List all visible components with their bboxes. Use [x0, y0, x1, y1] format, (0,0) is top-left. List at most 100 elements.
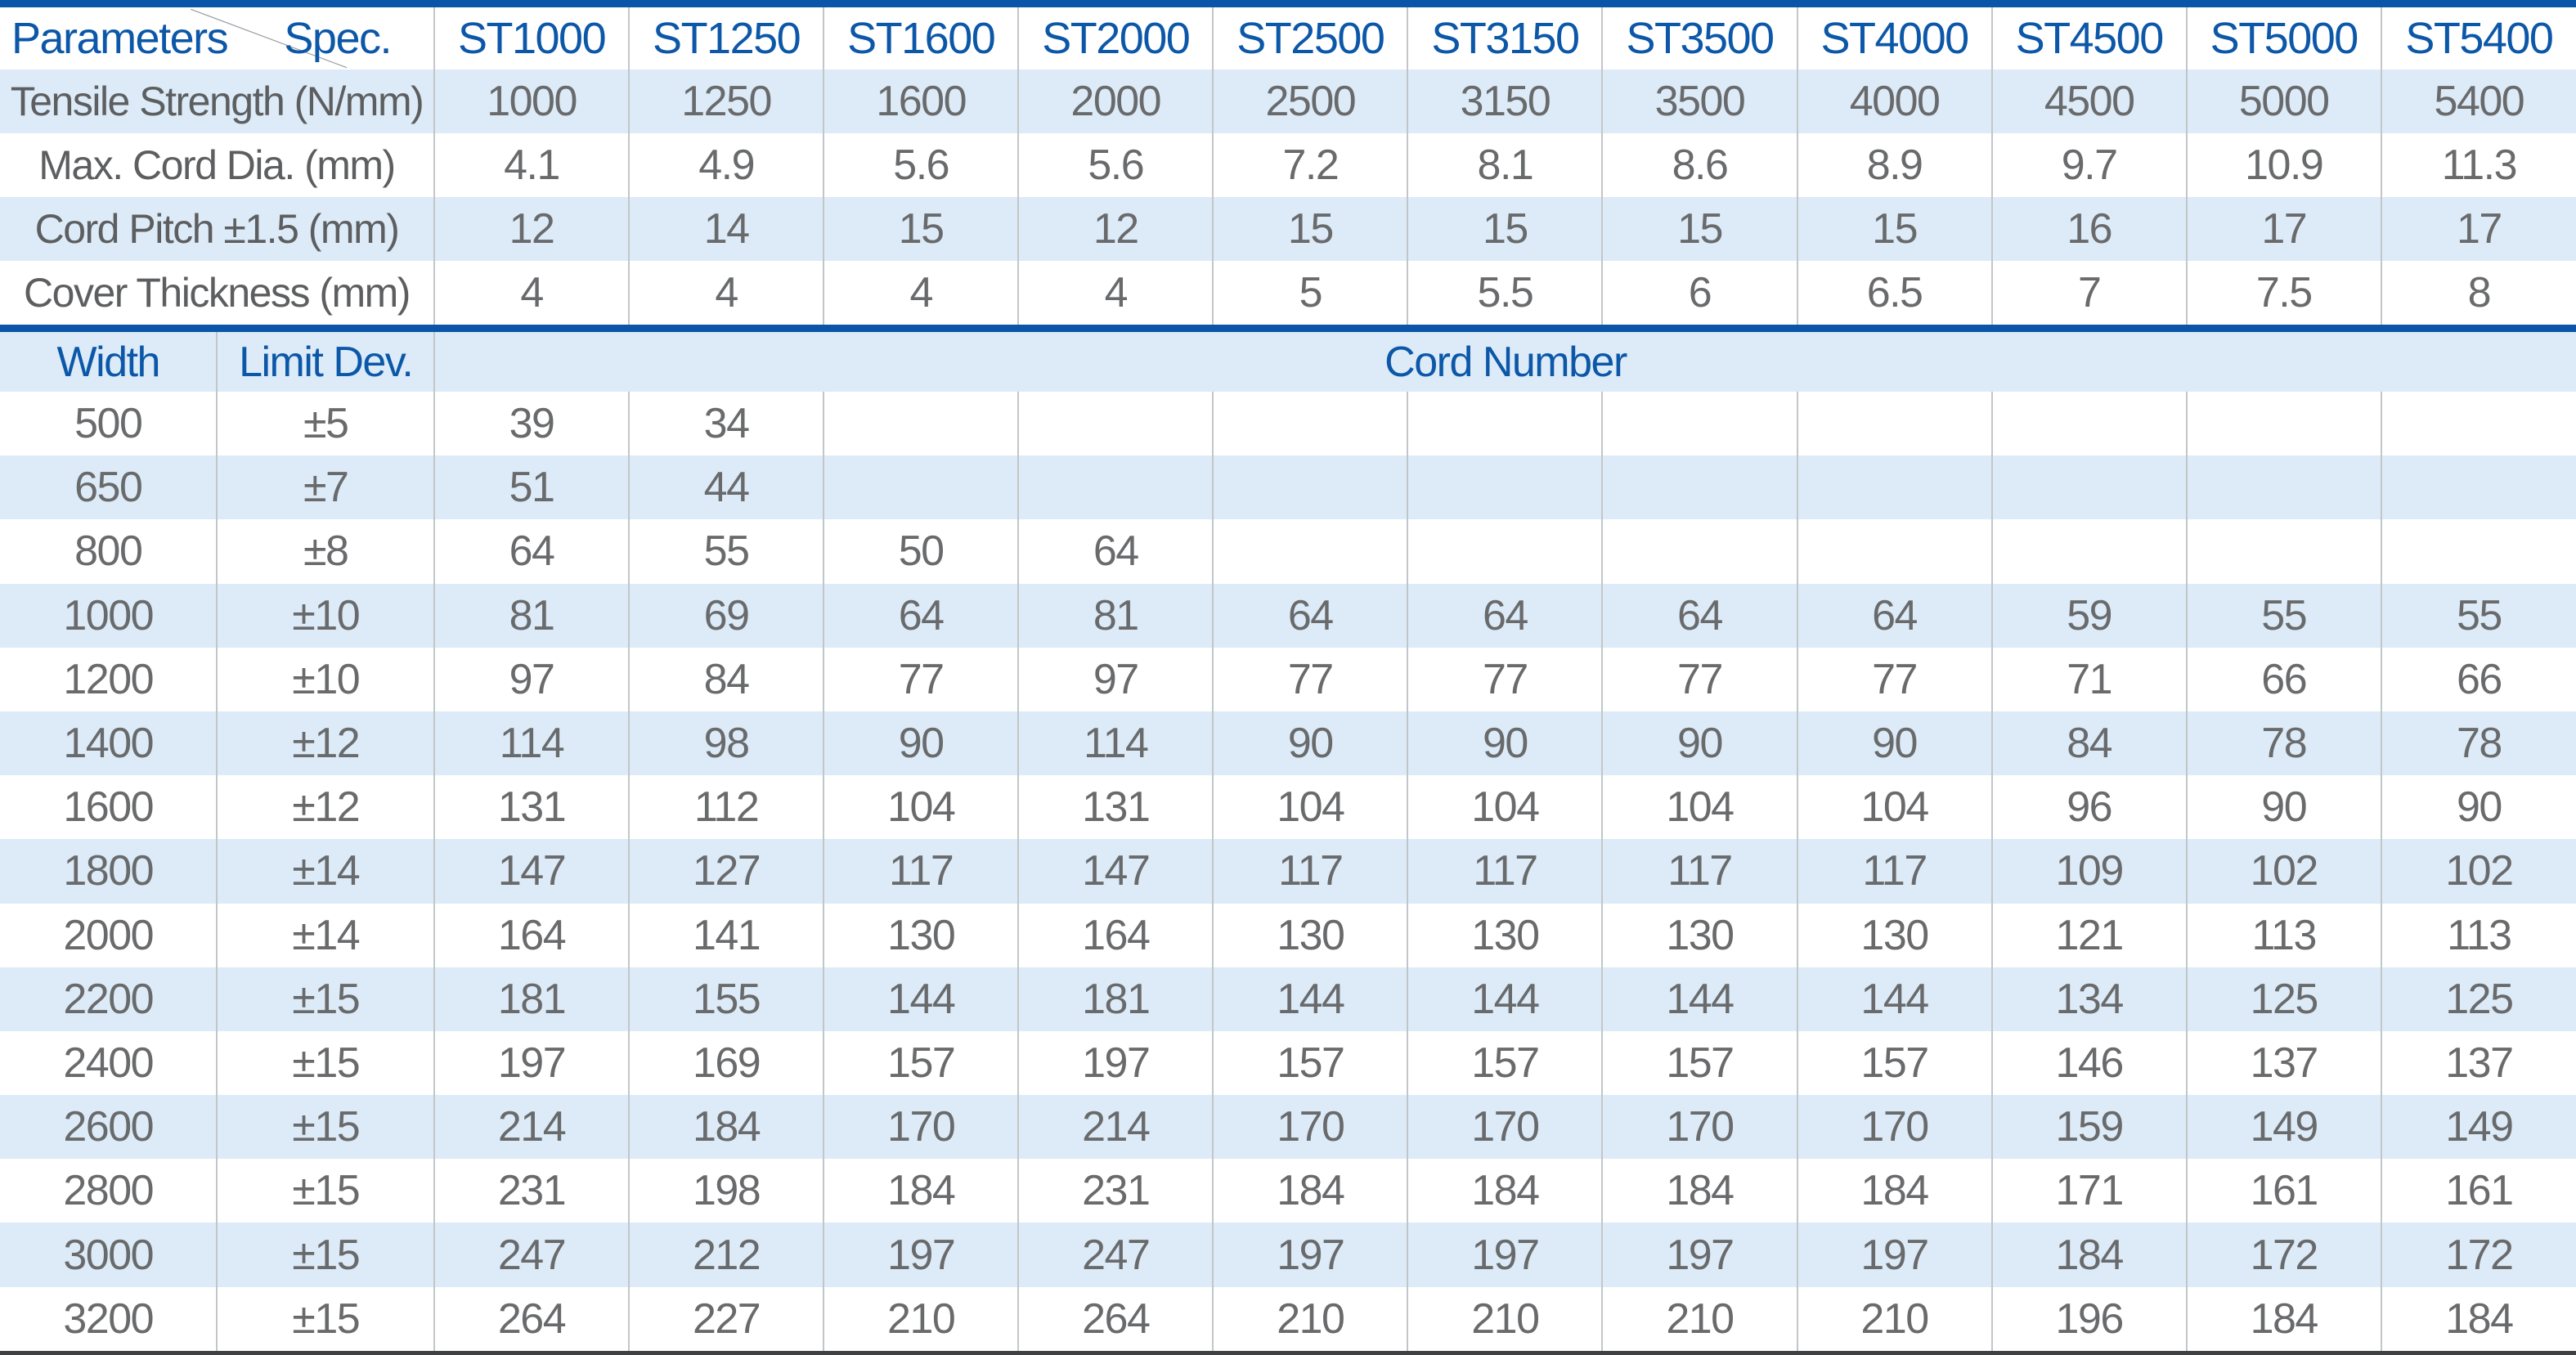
param-value-cell: 5.6 — [1018, 133, 1214, 197]
cord-count-cell: 66 — [2456, 655, 2502, 703]
cord-count-cell: 90 — [2456, 783, 2502, 832]
spec-col-header: ST1250 — [629, 7, 825, 70]
cord-count-cell: 96 — [1991, 775, 2188, 840]
cord-count-cell: 113 — [2186, 903, 2382, 967]
cord-count-cell: 55 — [2456, 591, 2502, 639]
param-value-cell: 8.9 — [1797, 133, 1993, 197]
cord-count-cell: 81 — [433, 583, 631, 648]
param-value-cell: 5 — [1213, 261, 1409, 325]
cord-count-cell: 146 — [1991, 1030, 2188, 1096]
cord-count-cell: 117 — [1602, 839, 1798, 904]
cord-count-cell: 109 — [1991, 839, 2188, 904]
cord-count-cell — [1407, 519, 1604, 584]
cord-count-cell: 113 — [2447, 911, 2512, 959]
cord-count-cell: 227 — [629, 1286, 825, 1351]
spec-header-row: Parameters Spec. ST1000 ST1250 ST1600 ST200… — [0, 7, 2576, 70]
cord-count-cell — [1991, 392, 2188, 456]
cord-count-cell: 159 — [1991, 1095, 2188, 1160]
width-cell: 1200 — [0, 647, 218, 711]
param-value-cell: 5.6 — [824, 133, 1020, 197]
cord-number-row: 1600 ±12 131 112 104 131 104 104 104 104 96 90 90 — [0, 775, 2576, 840]
width-cell: 800 — [0, 519, 218, 584]
cord-count-cell: 198 — [629, 1159, 825, 1223]
cord-count-cell: 77 — [1602, 647, 1798, 711]
cord-count-cell — [1407, 392, 1604, 456]
cord-count-cell: 157 — [1213, 1030, 1409, 1096]
cord-count-cell: 77 — [1407, 647, 1604, 711]
cord-count-cell: 55 — [629, 519, 825, 584]
cord-count-cell: 130 — [824, 903, 1020, 967]
cord-count-cell: 134 — [1991, 967, 2188, 1031]
corner-cell: Parameters Spec. — [0, 7, 435, 70]
cord-number-row: 800 ±8 64 55 50 64 — [0, 519, 2576, 584]
cord-count-cell: 117 — [824, 839, 1020, 904]
cord-number-row: 2800 ±15 231 198 184 231 184 184 184 184 171 161 161 — [0, 1159, 2576, 1223]
param-value-cell: 4 — [824, 261, 1020, 325]
diagonal-line — [0, 7, 433, 70]
cord-count-cell: 117 — [1797, 839, 1993, 904]
cord-count-cell: 264 — [1018, 1286, 1214, 1351]
width-cell: 1800 — [0, 839, 218, 904]
blue-divider-bar — [0, 325, 2576, 332]
cord-count-cell: 131 — [1018, 775, 1214, 840]
corner-label-parameters: Parameters — [11, 14, 229, 63]
param-value-cell: 7.2 — [1213, 133, 1409, 197]
cord-count-cell: 50 — [824, 519, 1020, 584]
param-value-cell: 17 — [2456, 205, 2502, 253]
spec-col-header: ST3500 — [1602, 7, 1798, 70]
cord-count-cell: 125 — [2445, 975, 2514, 1023]
cord-count-cell — [1407, 455, 1604, 520]
cord-count-cell: 137 — [2186, 1030, 2382, 1096]
cord-count-cell: 64 — [1018, 519, 1214, 584]
cord-number-row: 2600 ±15 214 184 170 214 170 170 170 170 159 149 149 — [0, 1095, 2576, 1160]
cord-count-cell: 197 — [1602, 1223, 1798, 1287]
cord-count-cell: 157 — [1602, 1030, 1798, 1096]
width-cell: 3200 — [0, 1286, 218, 1351]
cord-count-cell: 170 — [1407, 1095, 1604, 1160]
cord-count-cell: 71 — [1991, 647, 2188, 711]
cord-count-cell: 117 — [1213, 839, 1409, 904]
parameter-row: Max. Cord Dia. (mm) 4.1 4.9 5.6 5.6 7.2 8.1 8.6… — [0, 133, 2576, 197]
cord-count-cell: 184 — [1991, 1223, 2188, 1287]
cord-count-cell: 84 — [629, 647, 825, 711]
cord-count-cell: 171 — [1991, 1159, 2188, 1223]
param-row-label: Max. Cord Dia. (mm) — [0, 133, 435, 197]
cord-count-cell: 197 — [1407, 1223, 1604, 1287]
param-value-cell: 4.1 — [434, 133, 631, 197]
cord-count-cell — [2186, 392, 2382, 456]
width-cell: 1400 — [0, 711, 218, 776]
width-cell: 2400 — [0, 1030, 218, 1096]
param-row-label: Cover Thickness (mm) — [0, 261, 435, 325]
cord-count-cell — [2186, 519, 2382, 584]
param-value-cell: 15 — [824, 197, 1020, 261]
cord-count-cell: 149 — [2186, 1095, 2382, 1160]
cord-count-cell: 210 — [1797, 1286, 1993, 1351]
spec-col-header: ST1600 — [824, 7, 1020, 70]
limit-dev-cell: ±12 — [217, 711, 435, 776]
cord-count-cell: 184 — [1797, 1159, 1993, 1223]
cord-count-cell: 210 — [1213, 1286, 1409, 1351]
limit-dev-cell: ±15 — [217, 1159, 435, 1223]
corner-label-spec: Spec. — [284, 14, 392, 63]
width-cell: 1000 — [0, 583, 218, 648]
cord-count-cell: 104 — [824, 775, 1020, 840]
cord-count-cell — [1991, 455, 2188, 520]
cord-count-cell: 212 — [629, 1223, 825, 1287]
cord-count-cell: 264 — [433, 1286, 631, 1351]
cord-count-cell: 77 — [1797, 647, 1993, 711]
param-value-cell: 7 — [1991, 261, 2188, 325]
width-cell: 2600 — [0, 1095, 218, 1160]
param-value-cell: 8 — [2467, 269, 2492, 316]
cord-number-row: 1400 ±12 114 98 90 114 90 90 90 90 84 78 78 — [0, 711, 2576, 776]
cord-count-cell — [1991, 519, 2188, 584]
cord-count-cell: 184 — [1602, 1159, 1798, 1223]
param-value-cell: 3500 — [1602, 70, 1798, 133]
cord-count-cell: 130 — [1213, 903, 1409, 967]
param-value-cell: 8.1 — [1407, 133, 1604, 197]
param-value-cell: 2500 — [1213, 70, 1409, 133]
cord-count-cell: 51 — [433, 455, 631, 520]
cord-count-cell: 170 — [1213, 1095, 1409, 1160]
cord-count-cell: 90 — [1407, 711, 1604, 776]
cord-count-cell: 114 — [1018, 711, 1214, 776]
cord-count-cell: 210 — [1602, 1286, 1798, 1351]
